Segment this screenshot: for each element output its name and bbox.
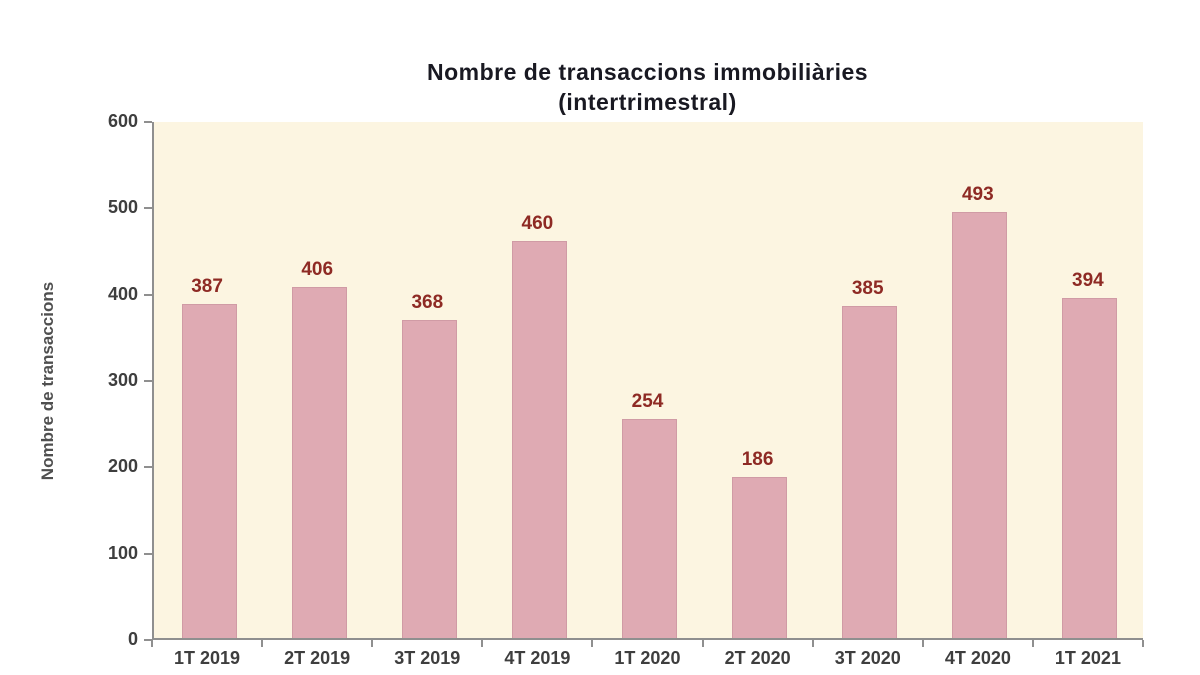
y-tick-label: 300 (107, 370, 138, 390)
y-tick-label: 600 (107, 111, 138, 131)
y-tick-mark (144, 466, 152, 469)
y-tick-mark (144, 121, 152, 123)
chart-title-line1: Nombre de transaccions immobiliàries (426, 59, 869, 85)
x-tick-label: 1T 2021 (1054, 648, 1121, 668)
chart-title: Nombre de transaccions immobiliàries (in… (152, 58, 1143, 118)
y-tick-mark (144, 639, 152, 641)
x-tick-mark (1031, 640, 1034, 647)
y-tick-label: 400 (107, 283, 138, 304)
bar-1t-2019 (181, 304, 237, 638)
x-tick-mark (591, 640, 594, 647)
y-axis-title: Nombre de transaccions (38, 281, 57, 481)
y-tick-mark (144, 380, 152, 382)
x-tick-mark (371, 640, 374, 647)
chart-title-line2: (intertrimestral) (558, 88, 737, 115)
bar-value-label: 254 (631, 391, 664, 412)
bar-2t-2020 (732, 477, 788, 638)
bar-value-label: 493 (961, 184, 994, 205)
x-tick-mark (1142, 640, 1144, 647)
bar-3t-2020 (842, 306, 898, 638)
bar-2t-2019 (291, 287, 347, 638)
bar-value-label: 368 (411, 292, 444, 313)
bar-value-label: 394 (1072, 270, 1104, 291)
bar-4t-2019 (511, 241, 567, 638)
bar-1t-2021 (1062, 298, 1118, 638)
bar-value-label: 385 (851, 278, 884, 299)
bar-4t-2020 (952, 212, 1008, 638)
y-tick-label: 200 (107, 456, 138, 477)
bar-value-label: 460 (521, 213, 554, 234)
x-tick-mark (811, 640, 814, 647)
y-tick-mark (144, 552, 152, 555)
bar-value-label: 387 (191, 276, 223, 297)
x-tick-mark (701, 640, 704, 647)
y-tick-label: 0 (127, 629, 138, 649)
x-tick-mark (151, 640, 153, 647)
plot-area (152, 122, 1143, 640)
x-tick-label: 1T 2019 (174, 648, 241, 668)
x-tick-label: 4T 2019 (504, 648, 571, 668)
bar-3t-2019 (401, 320, 457, 638)
y-tick-label: 500 (107, 197, 138, 218)
y-tick-mark (144, 293, 152, 296)
x-tick-mark (481, 640, 484, 647)
x-tick-label: 3T 2019 (394, 648, 461, 668)
y-tick-label: 100 (107, 542, 138, 563)
x-tick-label: 2T 2019 (284, 648, 351, 668)
x-tick-label: 3T 2020 (834, 648, 901, 668)
x-tick-label: 2T 2020 (724, 648, 791, 668)
x-tick-label: 4T 2020 (944, 648, 1011, 668)
x-tick-mark (921, 640, 924, 647)
x-tick-mark (261, 640, 264, 647)
bar-1t-2020 (622, 419, 677, 638)
bar-value-label: 186 (741, 449, 774, 470)
y-tick-mark (144, 207, 152, 210)
bar-value-label: 406 (301, 259, 334, 280)
x-tick-label: 1T 2020 (614, 648, 681, 668)
